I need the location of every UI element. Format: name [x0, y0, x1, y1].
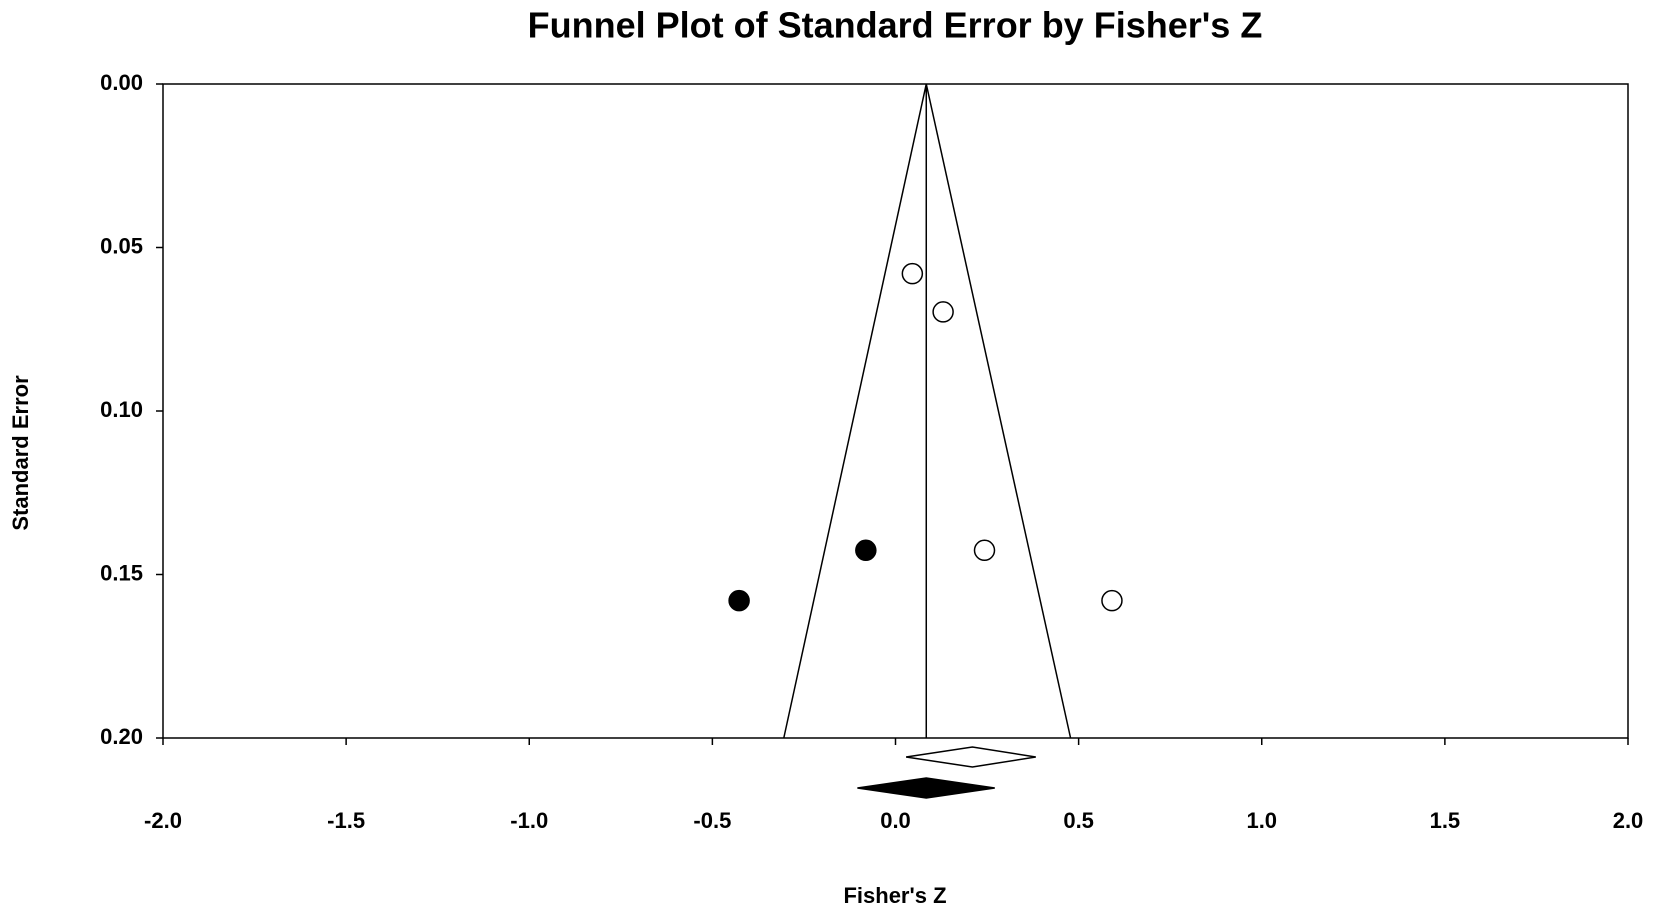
- x-tick-label: 0.0: [880, 808, 911, 833]
- summary-diamond: [906, 746, 1036, 768]
- study-point: [901, 262, 924, 285]
- study-point: [932, 301, 954, 323]
- summary-diamond: [857, 777, 995, 799]
- x-tick-label: 1.0: [1246, 808, 1277, 833]
- x-tick-label: -0.5: [693, 808, 731, 833]
- x-tick-label: -1.5: [327, 808, 365, 833]
- y-axis-label: Standard Error: [8, 375, 33, 531]
- y-tick-label: 0.10: [100, 397, 143, 422]
- x-tick-label: 1.5: [1430, 808, 1461, 833]
- funnel-limit-line: [783, 83, 927, 739]
- x-tick-label: -2.0: [144, 808, 182, 833]
- x-tick-label: 2.0: [1613, 808, 1644, 833]
- y-tick-label: 0.00: [100, 70, 143, 95]
- x-tick-label: 0.5: [1063, 808, 1094, 833]
- chart-title: Funnel Plot of Standard Error by Fisher'…: [528, 5, 1263, 46]
- study-point: [973, 539, 996, 562]
- study-point: [728, 589, 750, 612]
- y-tick-label: 0.15: [100, 560, 143, 585]
- study-point: [855, 539, 877, 562]
- y-tick-label: 0.05: [100, 233, 143, 258]
- study-point: [1101, 589, 1123, 612]
- y-tick-label: 0.20: [100, 724, 143, 749]
- x-axis-label: Fisher's Z: [843, 883, 946, 908]
- plot-frame: [162, 83, 1629, 739]
- funnel-limit-line: [925, 83, 1072, 739]
- x-tick-label: -1.0: [510, 808, 548, 833]
